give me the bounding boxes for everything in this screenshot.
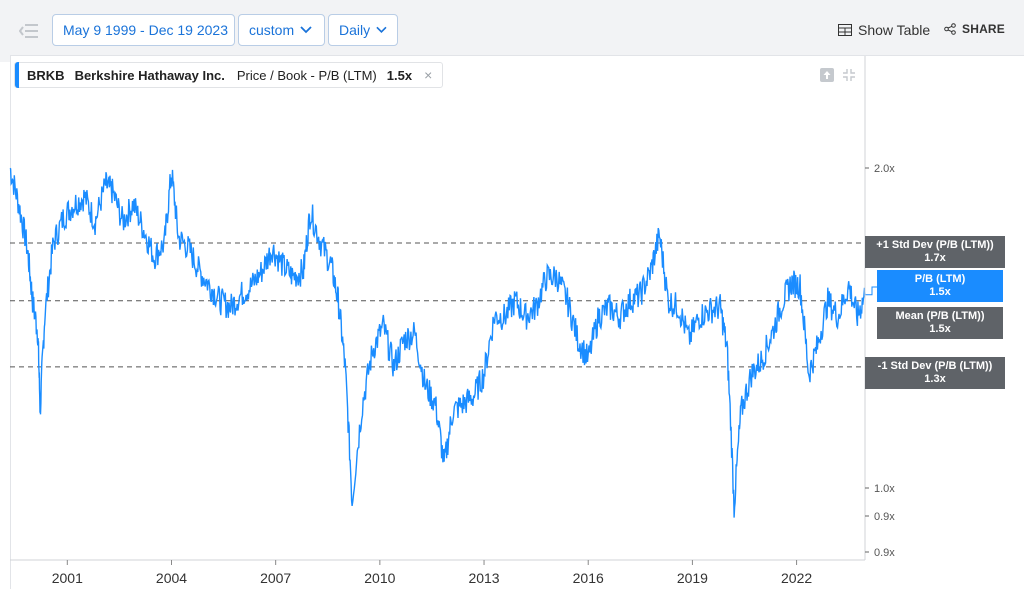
date-range-button[interactable]: May 9 1999 - Dec 19 2023 xyxy=(52,14,235,46)
x-tick-label: 2019 xyxy=(677,570,708,586)
minus-std-dev-label: -1 Std Dev (P/B (LTM)) 1.3x xyxy=(865,357,1005,389)
table-icon xyxy=(838,24,852,36)
current-pb-value: 1.5x xyxy=(929,286,951,298)
current-pb-title: P/B (LTM) xyxy=(914,273,966,285)
x-tick-label: 2016 xyxy=(573,570,604,586)
current-value-connector xyxy=(865,286,877,296)
chevron-down-icon xyxy=(376,26,387,33)
x-tick-label: 2004 xyxy=(156,570,187,586)
period-dropdown[interactable]: custom xyxy=(238,14,325,46)
mean-title: Mean (P/B (LTM)) xyxy=(895,310,985,322)
collapse-sidebar-icon[interactable] xyxy=(16,18,42,44)
share-icon xyxy=(944,23,956,35)
series-color-swatch xyxy=(15,62,19,88)
show-table-button[interactable]: Show Table xyxy=(838,22,930,38)
y-tick-label: 0.9x xyxy=(874,511,895,523)
x-tick-label: 2010 xyxy=(364,570,395,586)
x-tick-label: 2013 xyxy=(468,570,499,586)
frequency-label: Daily xyxy=(339,22,371,38)
frequency-dropdown[interactable]: Daily xyxy=(328,14,398,46)
chart-area xyxy=(10,55,1024,589)
collapse-icon[interactable] xyxy=(842,68,856,82)
upload-icon[interactable] xyxy=(820,68,834,82)
x-tick-label: 2007 xyxy=(260,570,291,586)
legend-company: Berkshire Hathaway Inc. xyxy=(74,67,225,83)
share-label: SHARE xyxy=(962,22,1006,36)
date-range-label: May 9 1999 - Dec 19 2023 xyxy=(63,22,228,38)
chevron-down-icon xyxy=(300,26,312,34)
share-button[interactable]: SHARE xyxy=(944,22,1005,36)
close-icon[interactable]: × xyxy=(424,67,433,83)
series-legend[interactable]: BRKB Berkshire Hathaway Inc. Price / Boo… xyxy=(14,62,444,88)
legend-value: 1.5x xyxy=(386,67,413,83)
legend-metric: Price / Book - P/B (LTM) xyxy=(236,67,377,83)
period-label: custom xyxy=(249,22,295,38)
y-tick-label: 2.0x xyxy=(874,163,895,175)
y-tick-label: 1.0x xyxy=(874,483,895,495)
chart-tools xyxy=(820,68,856,82)
plus-std-dev-value: 1.7x xyxy=(924,252,946,264)
minus-std-dev-title: -1 Std Dev (P/B (LTM)) xyxy=(877,360,993,372)
x-tick-label: 2001 xyxy=(52,570,83,586)
plus-std-dev-label: +1 Std Dev (P/B (LTM)) 1.7x xyxy=(865,236,1005,268)
pb-series-line xyxy=(9,167,866,518)
toolbar: May 9 1999 - Dec 19 2023 custom Daily Sh… xyxy=(0,0,1024,62)
plus-std-dev-title: +1 Std Dev (P/B (LTM)) xyxy=(876,239,994,251)
legend-ticker: BRKB xyxy=(27,67,65,83)
minus-std-dev-value: 1.3x xyxy=(924,373,946,385)
current-pb-label: P/B (LTM) 1.5x xyxy=(877,270,1003,302)
mean-label: Mean (P/B (LTM)) 1.5x xyxy=(877,307,1003,339)
show-table-label: Show Table xyxy=(858,22,931,38)
mean-value: 1.5x xyxy=(929,323,951,335)
x-tick-label: 2022 xyxy=(781,570,812,586)
y-tick-label: 0.9x xyxy=(874,547,895,559)
